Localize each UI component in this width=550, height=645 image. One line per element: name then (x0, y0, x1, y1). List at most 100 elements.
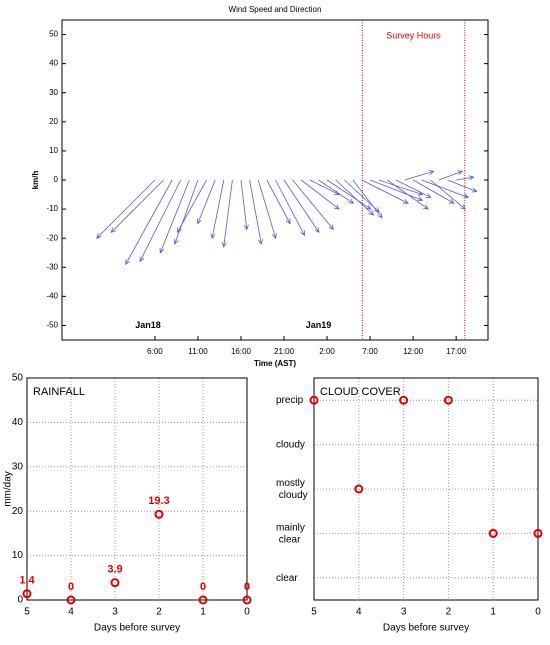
wind-arrow (283, 179, 320, 234)
point (354, 484, 364, 494)
y-tick-label: 40 (12, 417, 24, 428)
wind-arrow (412, 179, 455, 204)
point (198, 595, 208, 605)
y-tick-label: precip (276, 395, 304, 406)
x-axis-label: Days before survey (94, 623, 180, 634)
y-tick-label: -30 (46, 262, 58, 271)
wind-arrow (430, 179, 466, 210)
point (309, 395, 319, 405)
x-tick-label: 1 (490, 607, 496, 618)
y-tick-label: 10 (12, 550, 24, 561)
wind-arrow (404, 170, 435, 181)
wind-arrow (292, 179, 334, 231)
x-tick-label: 17:00 (446, 347, 467, 356)
wind-arrow (335, 179, 375, 216)
y-tick-label: 50 (12, 373, 24, 384)
point (533, 528, 543, 538)
y-tick-label: 20 (49, 117, 58, 126)
y-tick-label: cloudy (276, 439, 305, 450)
point (110, 578, 120, 588)
point (242, 595, 252, 605)
plot-frame (61, 19, 489, 341)
annotation: Jan19 (306, 320, 332, 330)
wind-arrow (438, 170, 464, 181)
wind-arrow (196, 179, 216, 225)
annotation: Jan18 (135, 320, 161, 330)
x-tick-label: 5 (311, 607, 317, 618)
y-tick-label: -40 (46, 291, 58, 300)
y-tick-label: 30 (49, 88, 58, 97)
y-tick-label: 40 (49, 59, 58, 68)
wind-arrow (309, 179, 340, 195)
point (488, 528, 498, 538)
survey-label: Survey Hours (386, 30, 441, 40)
chart-title: CLOUD COVER (320, 386, 401, 398)
wind-arrow (456, 175, 475, 181)
point (399, 395, 409, 405)
wind-arrow (221, 179, 233, 248)
wind-arrow (395, 179, 432, 198)
wind-arrow (447, 179, 478, 193)
x-tick-label: 12:00 (403, 347, 424, 356)
x-tick-label: 0 (244, 607, 250, 618)
point (443, 395, 453, 405)
wind-arrow (159, 179, 190, 254)
x-tick-label: 2 (446, 607, 452, 618)
y-tick-label: -50 (46, 321, 58, 330)
wind-arrow (361, 179, 409, 204)
x-tick-label: 6:00 (147, 347, 163, 356)
y-tick-label: mainly clear (276, 522, 305, 545)
x-tick-label: 21:00 (274, 347, 295, 356)
x-tick-label: 5 (24, 607, 30, 618)
y-tick-label: 0 (54, 175, 59, 184)
x-tick-label: 4 (68, 607, 74, 618)
wind-arrow (210, 179, 225, 240)
y-tick-label: -20 (46, 233, 58, 242)
y-tick-label: mostly cloudy (276, 478, 308, 501)
y-tick-label: -10 (46, 204, 58, 213)
y-tick-label: 0 (17, 595, 23, 606)
point (66, 595, 76, 605)
wind-arrow (249, 179, 263, 245)
x-tick-label: 11:00 (188, 347, 208, 356)
wind-arrow (110, 179, 164, 234)
wind-arrow (240, 179, 249, 231)
plot-frame (313, 377, 539, 601)
y-axis-label: km/h (31, 171, 40, 190)
wind-arrow (352, 179, 383, 219)
value-label: 0 (68, 581, 74, 593)
x-axis-label: Days before survey (383, 623, 469, 634)
wind-arrow (139, 179, 182, 263)
wind-arrow (177, 179, 207, 234)
wind-arrow (257, 179, 277, 240)
x-tick-label: 4 (356, 607, 362, 618)
wind-arrow (266, 179, 291, 225)
x-tick-label: 3 (401, 607, 407, 618)
wind-arrow (125, 179, 173, 266)
y-tick-label: 50 (49, 30, 58, 39)
wind-arrow (326, 179, 372, 210)
x-tick-label: 2:00 (319, 347, 335, 356)
value-label: 19.3 (148, 495, 169, 507)
value-label: 1.4 (19, 575, 35, 587)
value-label: 0 (200, 581, 206, 593)
wind-arrow (96, 179, 156, 239)
wind-arrow (318, 179, 355, 204)
x-tick-label: 0 (535, 607, 541, 618)
chart-title: Wind Speed and Direction (229, 5, 322, 14)
value-label: 3.9 (107, 564, 122, 576)
chart-title: RAINFALL (33, 386, 85, 398)
wind-arrow (369, 179, 424, 202)
wind-arrow (387, 179, 429, 210)
x-tick-label: 1 (200, 607, 206, 618)
x-tick-label: 2 (156, 607, 162, 618)
y-tick-label: 10 (49, 146, 58, 155)
point (22, 589, 32, 599)
wind-arrow (421, 179, 470, 199)
x-tick-label: 7:00 (362, 347, 378, 356)
wind-arrow (173, 179, 199, 245)
y-tick-label: clear (276, 572, 298, 583)
y-axis-label: mm/day (3, 471, 14, 507)
wind-arrow (275, 179, 305, 237)
